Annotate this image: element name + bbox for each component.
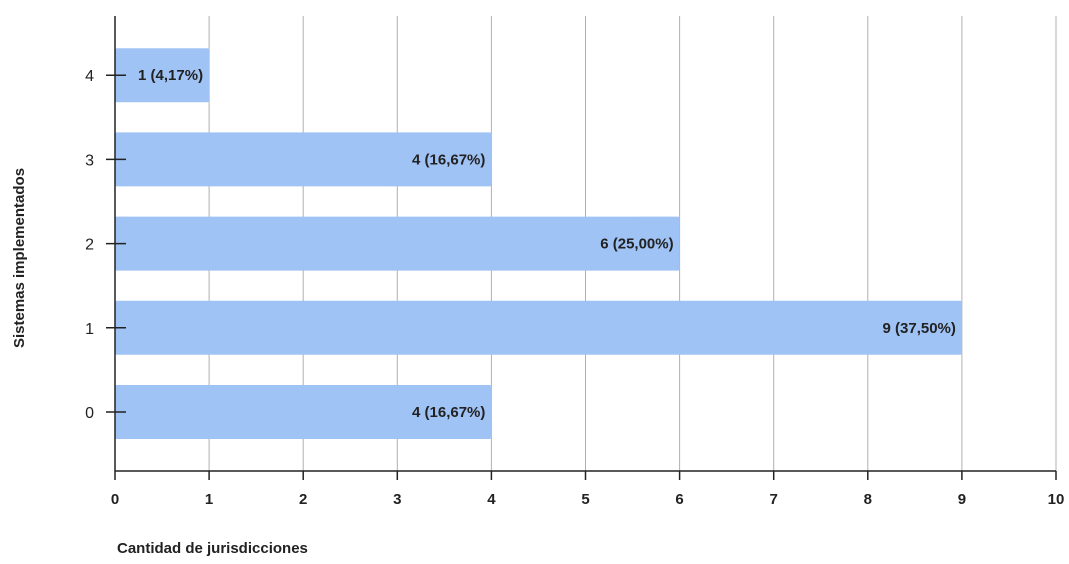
data-label-3: 4 (16,67%) bbox=[412, 151, 485, 168]
x-tick-label-9: 9 bbox=[958, 491, 966, 508]
data-label-0: 4 (16,67%) bbox=[412, 404, 485, 421]
bar-4 bbox=[115, 48, 210, 103]
x-axis-title: Cantidad de jurisdicciones bbox=[117, 540, 308, 557]
y-axis-title: Sistemas implementados bbox=[11, 168, 28, 348]
data-label-2: 6 (25,00%) bbox=[600, 236, 673, 253]
x-tick-label-7: 7 bbox=[770, 491, 778, 508]
label-layer: 4 (16,67%) 9 (37,50%) 6 (25,00%) 4 (16,67%)… bbox=[85, 67, 1064, 508]
bar-3 bbox=[115, 132, 492, 187]
y-tick-label-1: 1 bbox=[85, 321, 94, 338]
x-tick-label-8: 8 bbox=[864, 491, 872, 508]
x-tick-label-10: 10 bbox=[1048, 491, 1065, 508]
x-tick-label-4: 4 bbox=[487, 491, 496, 508]
bar-2 bbox=[115, 216, 680, 271]
axis-layer bbox=[106, 16, 1057, 480]
bar-0 bbox=[115, 385, 492, 439]
data-label-4: 1 (4,17%) bbox=[138, 67, 203, 84]
y-tick-label-3: 3 bbox=[85, 152, 94, 169]
x-tick-label-1: 1 bbox=[205, 491, 213, 508]
y-tick-label-0: 0 bbox=[85, 405, 94, 422]
x-tick-label-6: 6 bbox=[675, 491, 683, 508]
bar-layer bbox=[115, 48, 962, 439]
y-tick-label-2: 2 bbox=[85, 237, 94, 254]
x-tick-label-5: 5 bbox=[581, 491, 589, 508]
bar-1 bbox=[115, 300, 962, 355]
y-tick-label-4: 4 bbox=[85, 68, 94, 85]
x-tick-label-3: 3 bbox=[393, 491, 401, 508]
data-label-1: 9 (37,50%) bbox=[883, 320, 956, 337]
x-tick-label-2: 2 bbox=[299, 491, 307, 508]
x-tick-label-0: 0 bbox=[111, 491, 119, 508]
